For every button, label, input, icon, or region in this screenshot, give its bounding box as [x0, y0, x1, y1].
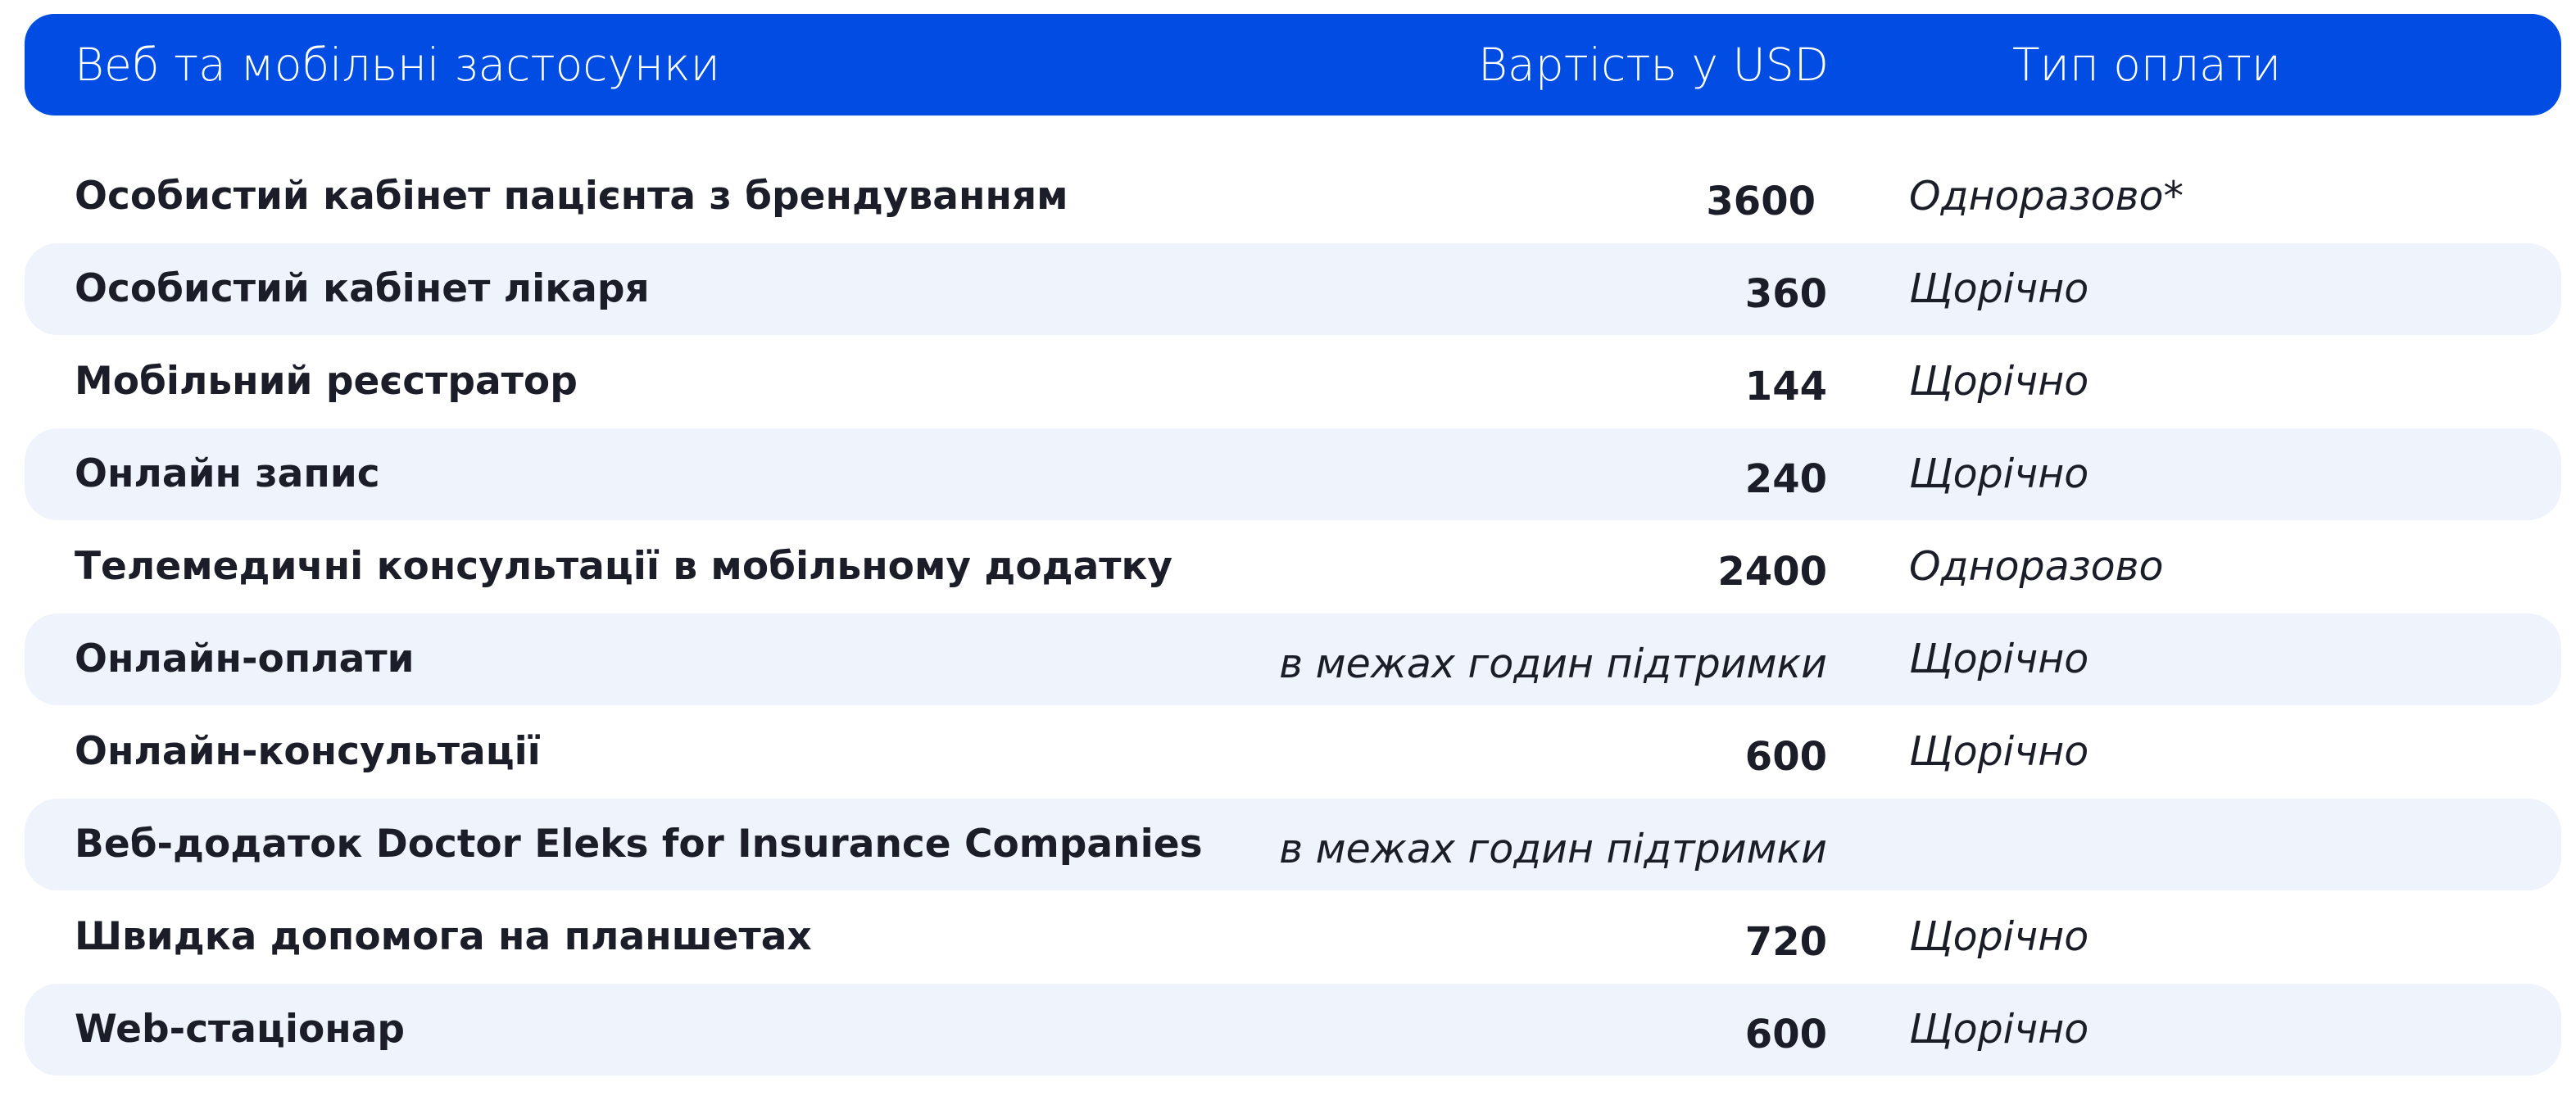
table-row: Веб-додаток Doctor Eleks for Insurance C…	[25, 799, 2561, 890]
row-price: 720	[1744, 919, 1827, 965]
table-row: Особистий кабінет пацієнта з брендування…	[25, 151, 2561, 242]
pricing-table: Веб та мобільні застосунки Вартість у US…	[25, 14, 2561, 1076]
row-payment-type: Щорічно	[1909, 265, 2089, 312]
row-name: Телемедичні консультації в мобільному до…	[75, 544, 1173, 589]
row-price: 240	[1744, 456, 1827, 502]
row-price: 144	[1744, 364, 1827, 410]
row-payment-type: Одноразово	[1909, 543, 2164, 590]
row-payment-type: Щорічно	[1909, 728, 2089, 775]
row-name: Веб-додаток Doctor Eleks for Insurance C…	[75, 822, 1203, 867]
row-price: 3600	[1706, 179, 1816, 224]
table-row: Онлайн-консультації 600 Щорічно	[25, 706, 2561, 798]
header-payment-type: Тип оплати	[2012, 38, 2282, 91]
table-row: Особистий кабінет лікаря 360 Щорічно	[25, 243, 2561, 335]
row-name: Онлайн-оплати	[75, 636, 415, 682]
row-price: 2400	[1717, 549, 1827, 595]
row-price: в межах годин підтримки	[1279, 641, 1827, 687]
row-price: 360	[1744, 271, 1827, 317]
table-row: Мобільний реєстратор 144 Щорічно	[25, 336, 2561, 428]
row-name: Онлайн-консультації	[75, 729, 541, 774]
row-payment-type: Щорічно	[1909, 636, 2089, 682]
header-name: Веб та мобільні застосунки	[75, 38, 720, 91]
row-price: 600	[1744, 1012, 1827, 1057]
table-row: Телемедичні консультації в мобільному до…	[25, 521, 2561, 613]
row-payment-type: Щорічно	[1909, 451, 2089, 497]
table-header: Веб та мобільні застосунки Вартість у US…	[25, 14, 2561, 115]
row-name: Особистий кабінет пацієнта з брендування…	[75, 174, 1068, 219]
row-name: Онлайн запис	[75, 451, 380, 496]
row-payment-type: Щорічно	[1909, 913, 2089, 960]
table-row: Швидка допомога на планшетах 720 Щорічно	[25, 891, 2561, 983]
row-payment-type: Щорічно	[1909, 1006, 2089, 1053]
row-name: Особистий кабінет лікаря	[75, 266, 650, 311]
row-name: Мобільний реєстратор	[75, 359, 578, 404]
table-row: Онлайн-оплати в межах годин підтримки Що…	[25, 614, 2561, 705]
row-payment-type: Щорічно	[1909, 358, 2089, 405]
row-price: в межах годин підтримки	[1279, 826, 1827, 872]
header-price: Вартість у USD	[1478, 38, 1829, 91]
table-row: Онлайн запис 240 Щорічно	[25, 428, 2561, 520]
row-name: Швидка допомога на планшетах	[75, 914, 812, 959]
table-row: Web-стаціонар 600 Щорічно	[25, 984, 2561, 1076]
row-payment-type: Одноразово*	[1909, 173, 2184, 220]
row-name: Web-стаціонар	[75, 1007, 406, 1052]
table-body: Особистий кабінет пацієнта з брендування…	[25, 151, 2561, 1076]
row-price: 600	[1744, 734, 1827, 780]
